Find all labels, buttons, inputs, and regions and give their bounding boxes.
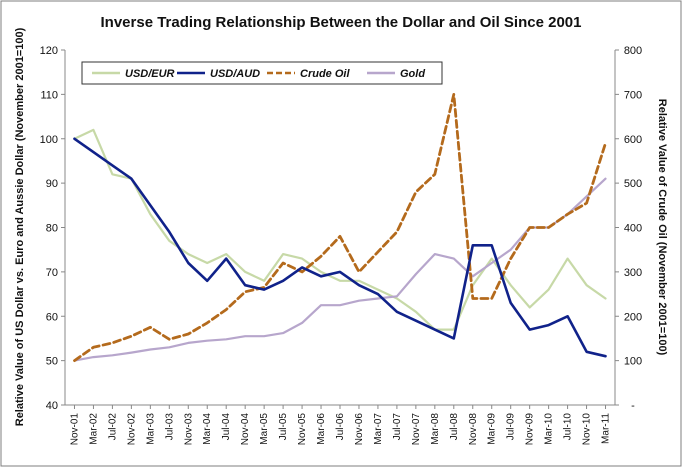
x-tick-label: Jul-04 <box>221 413 232 441</box>
y2-tick-label: 400 <box>624 223 642 235</box>
legend-entry: Gold <box>400 68 425 80</box>
x-tick-label: Nov-04 <box>240 413 251 446</box>
x-tick-label: Mar-11 <box>601 413 612 444</box>
x-tick-label: Nov-07 <box>411 413 422 446</box>
y2-tick-label: 700 <box>624 89 642 101</box>
x-tick-label: Nov-01 <box>69 413 80 446</box>
series-lines <box>73 93 607 362</box>
chart-title: Inverse Trading Relationship Between the… <box>101 14 582 31</box>
x-tick-label: Mar-05 <box>259 413 270 445</box>
x-tick-label: Nov-10 <box>582 413 593 446</box>
x-tick-label: Jul-08 <box>449 413 460 441</box>
y2-tick-label: 300 <box>624 267 642 279</box>
x-tick-label: Jul-05 <box>278 413 289 441</box>
y-tick-label: 90 <box>46 178 58 190</box>
legend-entry: Crude Oil <box>300 68 350 80</box>
y2-tick-label: 100 <box>624 356 642 368</box>
x-tick-label: Jul-02 <box>107 413 118 441</box>
legend-entry: USD/EUR <box>125 68 175 80</box>
axes: 40 50 60 70 80 90 100 110 120 - 100 200 300 400 500 600… <box>40 45 643 445</box>
series-line-usd-eur <box>73 128 607 331</box>
y-tick-label: 80 <box>46 223 58 235</box>
legend-entry: USD/AUD <box>210 68 260 80</box>
x-tick-label: Jul-07 <box>392 413 403 441</box>
x-tick-label: Mar-04 <box>202 413 213 445</box>
y-tick-label: 110 <box>40 89 58 101</box>
y2-tick-label: 500 <box>624 178 642 190</box>
series-line-crude-oil <box>73 93 607 362</box>
x-tick-label: Jul-09 <box>506 413 517 441</box>
series-line-usd-aud <box>73 137 607 358</box>
x-tick-label: Mar-10 <box>544 413 555 445</box>
y2-tick-label: 200 <box>624 311 642 323</box>
y2-tick-label: 600 <box>624 134 642 146</box>
y-axis-label: Relative Value of US Dollar vs. Euro and… <box>14 27 26 426</box>
x-tick-label: Mar-02 <box>88 413 99 445</box>
y2-tick-label: - <box>631 400 635 412</box>
y-tick-label: 50 <box>46 356 58 368</box>
x-tick-label: Nov-09 <box>525 413 536 446</box>
y-tick-label: 40 <box>46 400 58 412</box>
x-tick-label: Nov-06 <box>354 413 365 446</box>
x-tick-label: Jul-03 <box>164 413 175 441</box>
legend-box <box>81 61 443 85</box>
x-tick-label: Nov-03 <box>183 413 194 446</box>
x-tick-label: Nov-05 <box>297 413 308 446</box>
y2-tick-label: 800 <box>624 45 642 57</box>
x-tick-label: Nov-02 <box>126 413 137 446</box>
series-line-gold <box>73 177 607 362</box>
x-tick-label: Mar-06 <box>316 413 327 445</box>
y-tick-label: 120 <box>40 45 58 57</box>
x-tick-label: Mar-07 <box>373 413 384 445</box>
x-tick-label: Jul-10 <box>563 413 574 441</box>
x-tick-label: Jul-06 <box>335 413 346 441</box>
y2-axis-label: Relative Value of Crude Oil (November 20… <box>656 99 668 356</box>
y-tick-label: 60 <box>46 311 58 323</box>
y-tick-label: 70 <box>46 267 58 279</box>
x-tick-label: Mar-09 <box>487 413 498 445</box>
legend: USD/EUR USD/AUD Crude Oil Gold <box>81 61 443 85</box>
x-tick-label: Nov-08 <box>468 413 479 446</box>
y-tick-label: 100 <box>40 134 58 146</box>
x-tick-label: Mar-08 <box>430 413 441 445</box>
x-tick-label: Mar-03 <box>145 413 156 445</box>
